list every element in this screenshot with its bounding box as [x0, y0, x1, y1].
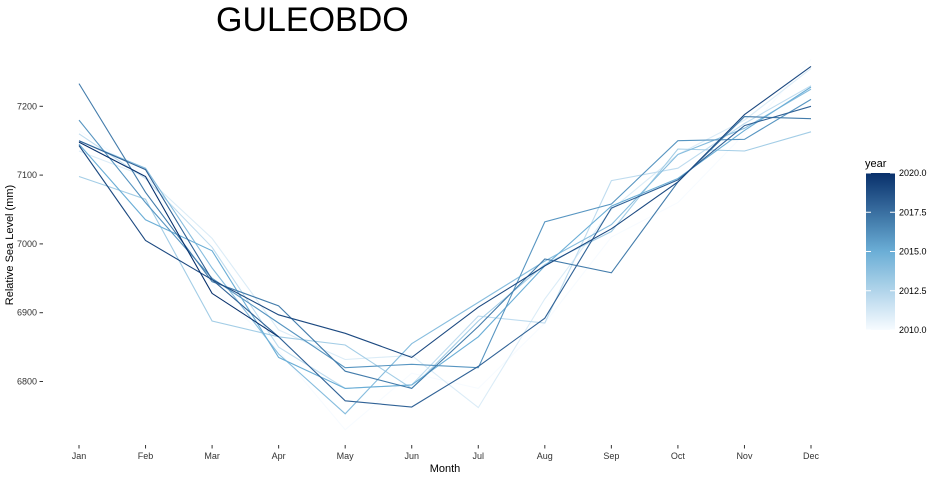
y-axis-label: Relative Sea Level (mm) [4, 185, 16, 305]
y-axis: 6800 6900 7000 7100 7200 [17, 101, 43, 387]
x-tick-label: Jun [404, 451, 419, 461]
series-line-2010 [78, 59, 812, 431]
x-axis: Jan Feb Mar Apr May Jun Jul Aug Sep Oct Nov Dec [72, 445, 820, 461]
legend-tick-label: 2010.0 [899, 325, 927, 335]
series-line-2013 [78, 131, 812, 390]
series-line-2016 [78, 98, 812, 369]
y-tick-label: 7200 [17, 101, 37, 111]
legend-tick-label: 2020.0 [899, 168, 927, 178]
x-tick-label: Apr [272, 451, 286, 461]
series-line-2020 [78, 141, 279, 338]
legend-tick-label: 2017.5 [899, 207, 927, 217]
x-tick-label: Jul [473, 451, 485, 461]
x-tick-label: Mar [204, 451, 220, 461]
x-tick-label: Dec [803, 451, 820, 461]
x-axis-label: Month [430, 463, 461, 475]
legend-tick-label: 2015.0 [899, 247, 927, 257]
chart-title: GULEOBDO [216, 1, 409, 39]
x-tick-label: Aug [537, 451, 553, 461]
series-line-2018 [78, 105, 812, 408]
x-tick-label: Nov [736, 451, 753, 461]
series-line-2012 [78, 85, 812, 389]
x-tick-label: Feb [138, 451, 154, 461]
x-tick-label: Oct [671, 451, 686, 461]
series-line-2014 [78, 88, 812, 415]
x-tick-label: Jan [72, 451, 87, 461]
series-line-2017 [78, 83, 812, 390]
legend-tick-label: 2012.5 [899, 286, 927, 296]
series-line-2011 [78, 68, 812, 409]
legend-title: year [865, 158, 887, 170]
series-line-2015 [78, 86, 812, 389]
y-tick-label: 7000 [17, 239, 37, 249]
y-tick-label: 7100 [17, 170, 37, 180]
x-tick-label: Sep [603, 451, 619, 461]
y-tick-label: 6900 [17, 308, 37, 318]
series-line-2019 [78, 65, 812, 359]
plot-area [78, 59, 812, 431]
year-legend: year 2010.0 2012.5 2015.0 2017.5 2020.0 [865, 158, 927, 335]
x-tick-label: May [337, 451, 355, 461]
y-tick-label: 6800 [17, 377, 37, 387]
